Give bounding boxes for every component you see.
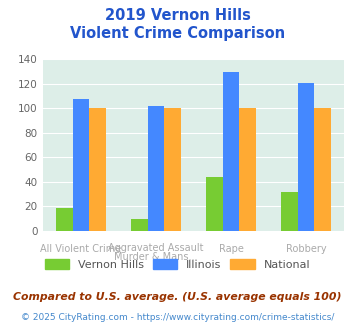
- Bar: [131, 219, 148, 231]
- Bar: [73, 99, 89, 231]
- Bar: [89, 109, 106, 231]
- Bar: [314, 109, 331, 231]
- Text: 2019 Vernon Hills: 2019 Vernon Hills: [105, 8, 250, 23]
- Bar: [297, 83, 314, 231]
- Text: Rape: Rape: [219, 244, 244, 254]
- Text: Robbery: Robbery: [285, 244, 326, 254]
- Bar: [56, 208, 73, 231]
- Text: All Violent Crime: All Violent Crime: [40, 244, 122, 254]
- Bar: [223, 72, 239, 231]
- Text: Compared to U.S. average. (U.S. average equals 100): Compared to U.S. average. (U.S. average …: [13, 292, 342, 302]
- Legend: Vernon Hills, Illinois, National: Vernon Hills, Illinois, National: [40, 255, 315, 274]
- Bar: [281, 192, 297, 231]
- Text: Murder & Mans...: Murder & Mans...: [114, 252, 198, 262]
- Bar: [206, 177, 223, 231]
- Text: Violent Crime Comparison: Violent Crime Comparison: [70, 26, 285, 41]
- Bar: [148, 106, 164, 231]
- Bar: [164, 109, 181, 231]
- Text: © 2025 CityRating.com - https://www.cityrating.com/crime-statistics/: © 2025 CityRating.com - https://www.city…: [21, 313, 334, 322]
- Bar: [239, 109, 256, 231]
- Text: Aggravated Assault: Aggravated Assault: [108, 243, 204, 252]
